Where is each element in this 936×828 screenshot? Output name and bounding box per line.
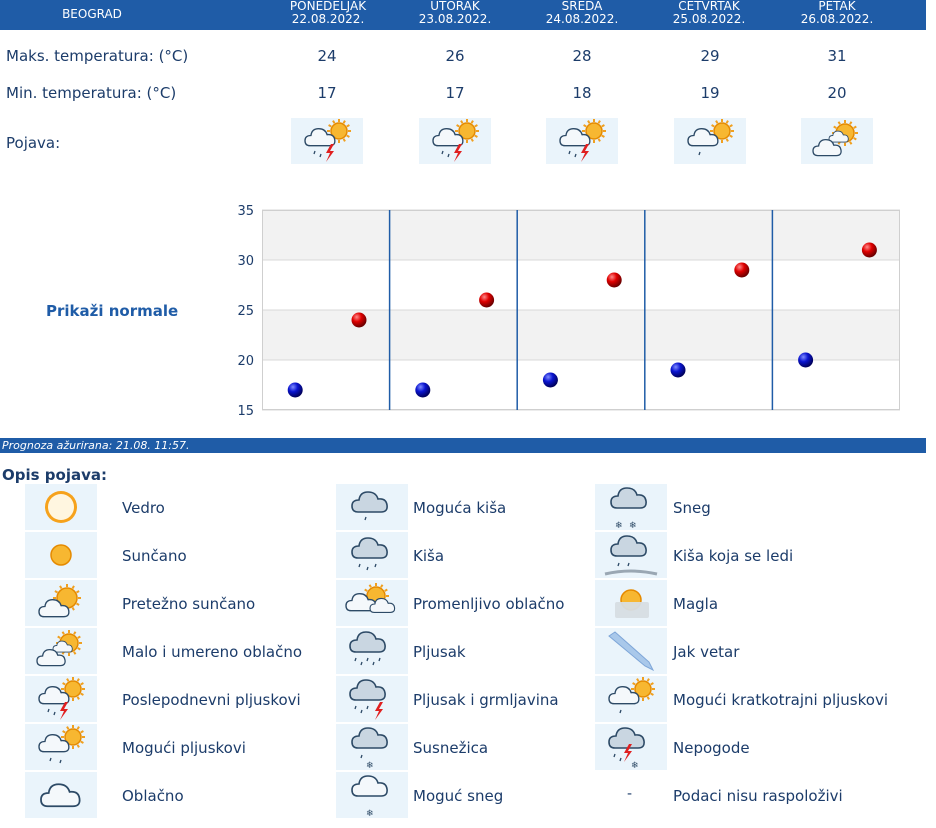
suncano-icon [25, 532, 97, 578]
moguci-pljuskovi-icon [25, 724, 97, 770]
legend-label: Malo i umereno oblačno [122, 643, 303, 661]
oblacno-icon [25, 772, 97, 818]
legend-label: Vedro [122, 499, 165, 517]
kisa-koja-se-ledi-icon [595, 532, 667, 578]
legend-label: Mogući pljuskovi [122, 739, 246, 757]
max-temp-value: 26 [445, 47, 465, 65]
legend-label: Kiša [413, 547, 445, 565]
chart-band [262, 210, 900, 260]
update-text: Prognoza ažurirana: 21.08. 11:57. [2, 439, 190, 452]
promenljivo-oblacno-icon [336, 580, 408, 626]
min-temp-point[interactable] [542, 372, 558, 388]
y-tick-label: 30 [237, 254, 254, 269]
forecast-header: BEOGRAD PONEDELJAK 22.08.2022. UTORAK 23.0… [0, 0, 926, 30]
chart-band [262, 260, 900, 310]
legend-label: Moguća kiša [413, 499, 507, 517]
y-tick-label: 35 [237, 204, 254, 219]
min-temp-value: 18 [572, 84, 592, 102]
max-temp-point[interactable] [351, 312, 367, 328]
no-data-dash: - [627, 786, 633, 802]
svg-text:❄: ❄ [366, 761, 374, 770]
min-temp-value: 17 [317, 84, 337, 102]
day-header-3: SREDA 24.08.2022. [545, 0, 619, 26]
day-header-5: PETAK 26.08.2022. [800, 0, 874, 26]
min-temp-point[interactable] [287, 382, 303, 398]
poslepodnevni-pljuskovi-icon [25, 676, 97, 722]
chart-band [262, 360, 900, 410]
min-temp-value: 17 [445, 84, 465, 102]
y-tick-label: 25 [237, 304, 254, 319]
moguca-kisa-icon [336, 484, 408, 530]
susnezica-icon: ❄ [336, 724, 408, 771]
legend-label: Pretežno sunčano [122, 595, 256, 613]
legend-label: Promenljivo oblačno [413, 595, 565, 613]
min-temp-value: 19 [700, 84, 720, 102]
chart-border [262, 210, 900, 410]
max-temp-point[interactable] [479, 292, 495, 308]
legend-label: Pljusak i grmljavina [413, 691, 559, 709]
day-header-2: UTORAK 23.08.2022. [418, 0, 492, 26]
vedro-icon [25, 484, 97, 530]
legend-label: Sneg [673, 499, 711, 517]
legend-label: Poslepodnevni pljuskovi [122, 691, 301, 709]
poslepodnevni-pljuskovi-icon [546, 118, 618, 164]
malo-i-umereno-oblacno-icon [801, 118, 873, 164]
legend-label: Sunčano [122, 547, 187, 565]
max-temp-label: Maks. temperatura: (°C) [6, 47, 189, 65]
malo-i-umereno-oblacno-icon [25, 628, 97, 674]
legend-label: Magla [673, 595, 719, 613]
min-temp-label: Min. temperatura: (°C) [6, 84, 177, 102]
day-header-4: ČETVRTAK 25.08.2022. [672, 0, 746, 26]
legend-label: Kiša koja se ledi [673, 547, 794, 565]
min-temp-point[interactable] [670, 362, 686, 378]
legend-label: Susnežica [413, 739, 489, 757]
moguc-sneg-icon: ❄ [336, 772, 408, 819]
max-temp-value: 31 [827, 47, 847, 65]
legend-label: Oblačno [122, 787, 184, 805]
city-name: BEOGRAD [62, 7, 122, 21]
legend-label: Jak vetar [673, 643, 740, 661]
svg-text:❄: ❄ [629, 521, 637, 530]
pljusak-icon [336, 628, 408, 674]
max-temp-point[interactable] [734, 262, 750, 278]
max-temp-point[interactable] [606, 272, 622, 288]
svg-text:❄: ❄ [631, 761, 639, 770]
legend-label: Moguć sneg [413, 787, 504, 805]
pojava-label: Pojava: [6, 134, 61, 152]
kisa-icon [336, 532, 408, 578]
day-header-1: PONEDELJAK 22.08.2022. [289, 0, 367, 26]
poslepodnevni-pljuskovi-icon [419, 118, 491, 164]
max-temp-value: 28 [572, 47, 592, 65]
legend-label: Podaci nisu raspoloživi [673, 787, 843, 805]
max-temp-point[interactable] [861, 242, 877, 258]
jak-vetar-icon [595, 628, 667, 674]
moguci-kratkotrajni-pljuskovi-icon [674, 118, 746, 164]
moguci-kratkotrajni-pljuskovi-icon [595, 676, 667, 722]
nepogode-icon: ❄ [595, 724, 667, 771]
max-temp-value: 29 [700, 47, 720, 65]
pretezno-suncano-icon [25, 580, 97, 626]
poslepodnevni-pljuskovi-icon [291, 118, 363, 164]
legend-label: Pljusak [413, 643, 466, 661]
legend-label: Nepogode [673, 739, 750, 757]
svg-text:❄: ❄ [615, 521, 623, 530]
y-tick-label: 15 [237, 404, 254, 419]
temperature-chart [262, 209, 900, 411]
magla-icon [595, 580, 667, 626]
chart-band [262, 310, 900, 360]
update-bar: Prognoza ažurirana: 21.08. 11:57. [0, 438, 926, 453]
svg-text:❄: ❄ [366, 809, 374, 818]
min-temp-value: 20 [827, 84, 847, 102]
pljusak-i-grmljavina-icon [336, 676, 408, 722]
max-temp-value: 24 [317, 47, 337, 65]
y-tick-label: 20 [237, 354, 254, 369]
min-temp-point[interactable] [415, 382, 431, 398]
legend-label: Mogući kratkotrajni pljuskovi [673, 691, 888, 709]
prikazi-normale-link[interactable]: Prikaži normale [46, 302, 179, 320]
opis-pojava-title: Opis pojava: [2, 466, 107, 484]
chart-grid [262, 209, 900, 411]
min-temp-point[interactable] [798, 352, 814, 368]
sneg-icon: ❄ ❄ [595, 484, 667, 531]
